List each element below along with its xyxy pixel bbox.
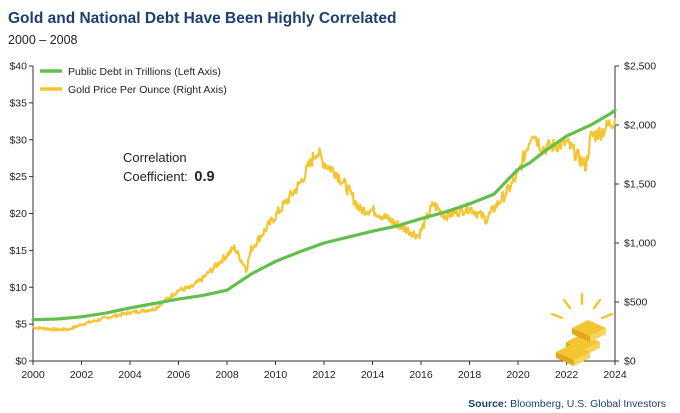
- x-axis-tick-label: 2000: [21, 369, 45, 381]
- x-axis-tick-label: 2004: [118, 369, 142, 381]
- right-axis-tick-label: $2,500: [624, 61, 656, 73]
- left-axis-tick-label: $10: [9, 282, 27, 294]
- x-axis-tick-label: 2006: [167, 369, 191, 381]
- left-axis-tick-label: $35: [9, 97, 27, 109]
- gold-price-line: [31, 118, 617, 332]
- x-axis-tick-label: 2022: [555, 369, 579, 381]
- source-note: Source: Bloomberg, U.S. Global Investors: [468, 398, 666, 410]
- source-text: Bloomberg, U.S. Global Investors: [510, 398, 666, 410]
- right-axis-tick-label: $1,000: [624, 238, 656, 250]
- chart-subtitle: 2000 – 2008: [8, 33, 78, 47]
- left-axis-tick-label: $0: [15, 356, 27, 368]
- public-debt-line: [31, 108, 617, 322]
- right-axis-tick-label: $0: [624, 356, 636, 368]
- x-axis-tick-label: 2024: [603, 369, 627, 381]
- left-axis-tick-label: $40: [9, 61, 27, 73]
- right-axis-tick-label: $2,000: [624, 120, 656, 132]
- legend-label-debt: Public Debt in Trillions (Left Axis): [68, 66, 221, 78]
- x-axis-tick-label: 2002: [70, 369, 94, 381]
- x-axis-tick-label: 2010: [264, 369, 288, 381]
- correlation-annotation: Correlation Coefficient: 0.9: [123, 150, 215, 185]
- left-axis-tick-label: $30: [9, 134, 27, 146]
- legend: Public Debt in Trillions (Left Axis) Gol…: [40, 66, 227, 96]
- x-axis-tick-label: 2008: [215, 369, 239, 381]
- right-axis-tick-label: $500: [624, 297, 648, 309]
- left-axis-tick-label: $5: [15, 319, 27, 331]
- coefficient-value: 0.9: [194, 169, 214, 185]
- svg-text:Coefficient: 0.9: Coefficient: 0.9: [123, 169, 215, 185]
- right-axis-tick-label: $1,500: [624, 179, 656, 191]
- legend-label-gold: Gold Price Per Ounce (Right Axis): [68, 84, 227, 96]
- x-axis-tick-label: 2014: [361, 369, 385, 381]
- x-axis-tick-label: 2018: [458, 369, 482, 381]
- left-axis-tick-label: $20: [9, 208, 27, 220]
- gold-bars-icon: [550, 292, 614, 366]
- chart-title: Gold and National Debt Have Been Highly …: [8, 10, 397, 27]
- x-axis-tick-label: 2016: [409, 369, 433, 381]
- x-axis-tick-label: 2020: [506, 369, 530, 381]
- x-axis-tick-label: 2012: [312, 369, 336, 381]
- coefficient-label: Coefficient:: [123, 169, 188, 184]
- left-axis-tick-label: $25: [9, 171, 27, 183]
- left-axis-tick-label: $15: [9, 245, 27, 257]
- source-label: Source:: [468, 398, 508, 410]
- correlation-label: Correlation: [123, 150, 187, 165]
